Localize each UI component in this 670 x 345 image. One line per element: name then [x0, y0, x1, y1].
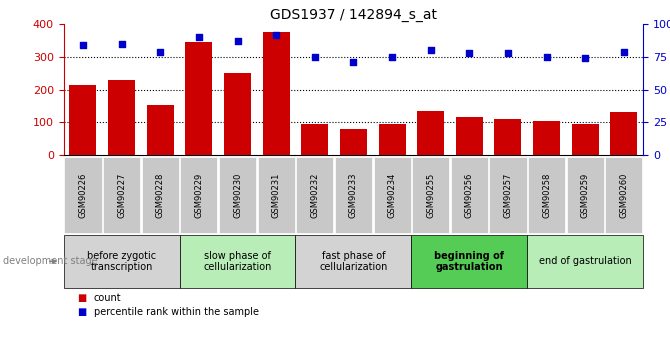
Bar: [224, 73, 251, 155]
Text: before zygotic
transcription: before zygotic transcription: [87, 250, 156, 272]
Bar: [533, 121, 560, 155]
Bar: [70, 85, 96, 155]
Text: count: count: [94, 294, 121, 303]
Text: ■: ■: [77, 307, 86, 317]
Point: [425, 48, 436, 53]
Text: GSM90227: GSM90227: [117, 172, 126, 218]
Bar: [302, 124, 328, 155]
Point: [580, 56, 591, 61]
Point: [310, 54, 320, 60]
Bar: [379, 124, 405, 155]
Point: [618, 49, 629, 55]
Point: [348, 59, 359, 65]
Point: [155, 49, 165, 55]
Bar: [340, 129, 367, 155]
Text: GSM90258: GSM90258: [542, 172, 551, 218]
Text: fast phase of
cellularization: fast phase of cellularization: [319, 250, 388, 272]
Text: GSM90231: GSM90231: [271, 172, 281, 218]
Text: GSM90259: GSM90259: [581, 172, 590, 218]
Text: end of gastrulation: end of gastrulation: [539, 256, 632, 266]
Text: GSM90256: GSM90256: [465, 172, 474, 218]
Text: GSM90226: GSM90226: [78, 172, 88, 218]
Bar: [108, 80, 135, 155]
Bar: [417, 111, 444, 155]
Bar: [186, 41, 212, 155]
Text: development stage: development stage: [3, 256, 98, 266]
Text: GSM90260: GSM90260: [619, 172, 628, 218]
Bar: [263, 32, 289, 155]
Point: [541, 54, 552, 60]
Point: [502, 50, 513, 56]
Text: ■: ■: [77, 294, 86, 303]
Text: GSM90255: GSM90255: [426, 172, 436, 218]
Point: [232, 38, 243, 44]
Point: [194, 34, 204, 40]
Text: slow phase of
cellularization: slow phase of cellularization: [203, 250, 272, 272]
Bar: [610, 112, 637, 155]
Text: GSM90228: GSM90228: [155, 172, 165, 218]
Text: GSM90232: GSM90232: [310, 172, 320, 218]
Text: beginning of
gastrulation: beginning of gastrulation: [434, 250, 505, 272]
Bar: [147, 106, 174, 155]
Text: GSM90233: GSM90233: [349, 172, 358, 218]
Point: [464, 50, 474, 56]
Point: [117, 41, 127, 47]
Point: [271, 32, 281, 37]
Text: GSM90234: GSM90234: [387, 172, 397, 218]
Text: GSM90230: GSM90230: [233, 172, 242, 218]
Text: percentile rank within the sample: percentile rank within the sample: [94, 307, 259, 317]
Bar: [456, 117, 483, 155]
Bar: [494, 119, 521, 155]
Point: [387, 54, 397, 60]
Title: GDS1937 / 142894_s_at: GDS1937 / 142894_s_at: [270, 8, 437, 22]
Text: GSM90229: GSM90229: [194, 172, 204, 218]
Point: [78, 42, 88, 48]
Text: GSM90257: GSM90257: [503, 172, 513, 218]
Bar: [572, 124, 599, 155]
